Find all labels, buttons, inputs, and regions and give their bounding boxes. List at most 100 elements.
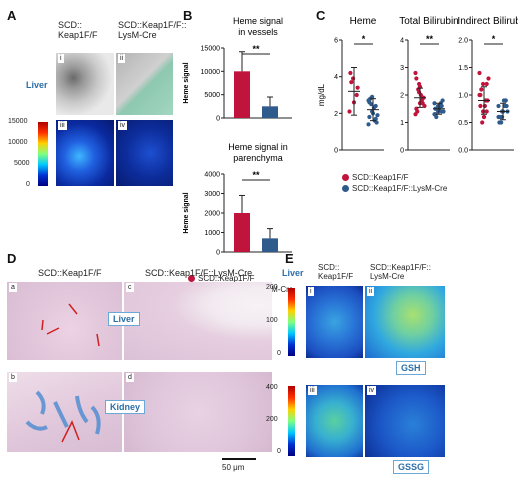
panel-c-point-1-wt — [414, 76, 419, 81]
panel-b-ylabel-0: Heme signal — [183, 62, 190, 103]
panel-c-point-2-cre — [503, 98, 508, 103]
panel-a-tile-ii: ii — [116, 53, 173, 115]
panel-c-sig-1: ** — [426, 34, 434, 44]
panel-e-cb1-tick-0: 200 — [266, 284, 278, 291]
panel-b-ytick-label-1: 0 — [216, 250, 220, 257]
panel-b-title-0: Heme signal — [233, 16, 283, 26]
panel-b-title-1: Heme signal in — [228, 142, 288, 152]
panel-c-point-2-cre — [497, 114, 502, 120]
panel-label-a: A — [7, 8, 17, 23]
panel-c-point-2-wt — [477, 70, 482, 76]
panel-b-ylabel-1: Heme signal — [183, 192, 190, 233]
panel-c-ytick-label-1: 2 — [400, 93, 404, 100]
panel-c-point-2-cre — [502, 103, 507, 109]
panel-e-cb2-tick-1: 200 — [266, 416, 278, 423]
panel-c-point-1-wt — [413, 70, 418, 76]
panel-c-point-2-wt — [481, 109, 486, 114]
panel-e-tile-i-label: i — [308, 287, 314, 296]
panel-c-point-1-cre — [439, 109, 444, 114]
panel-d-tile-b: b — [7, 372, 122, 452]
panel-b-bar-0-0 — [234, 71, 250, 118]
panel-c-title-1: Total Bilirubin — [399, 16, 458, 27]
panel-b-ytick-label-0: 15000 — [201, 46, 221, 53]
panel-c-point-2-wt — [478, 103, 483, 109]
panel-b-ytick-label-0: 0 — [216, 116, 220, 123]
panel-a-cb-tick-1: 10000 — [8, 139, 28, 146]
panel-c-point-2-wt — [477, 92, 482, 98]
panel-c-point-2-wt — [484, 109, 489, 114]
panel-c-point-2-wt — [484, 81, 489, 87]
panel-b-title-1: parenchyma — [233, 153, 283, 163]
panel-c-ytick-label-0: 6 — [334, 38, 338, 45]
panel-e-tile-i: i — [306, 286, 363, 358]
panel-c-point-0-cre — [367, 114, 372, 120]
panel-b-ytick-label-1: 3000 — [204, 191, 220, 198]
panel-c-point-2-cre — [496, 103, 501, 109]
panel-c-point-0-wt — [354, 92, 359, 98]
legend-dot-wt — [342, 174, 349, 181]
panel-c-ytick-label-0: 0 — [334, 148, 338, 155]
panel-a-cb-tick-0: 15000 — [8, 118, 28, 125]
panel-c-ytick-label-1: 3 — [400, 65, 404, 72]
panel-b-legend-wt: SCD::Keap1F/F — [188, 273, 293, 284]
panel-c-ytick-label-2: 1.0 — [458, 93, 468, 100]
panel-c-legend-wt: SCD::Keap1F/F — [342, 172, 447, 183]
scale-bar-label: 50 μm — [222, 463, 245, 472]
panel-c-point-0-cre — [373, 103, 378, 109]
panel-a-cb-tick-3: 0 — [26, 181, 30, 188]
panel-c-point-2-wt — [479, 87, 484, 92]
panel-c-point-0-wt — [351, 76, 356, 81]
panel-label-b: B — [183, 8, 193, 23]
panel-c-ytick-label-2: 2.0 — [458, 38, 468, 45]
panel-d-tile-a-label: a — [9, 283, 17, 292]
panel-c-point-0-cre — [369, 102, 374, 107]
panel-c-ytick-label-0: 2 — [334, 111, 338, 118]
panel-c-point-1-cre — [432, 101, 437, 106]
panel-a-tile-iii-label: iii — [58, 121, 67, 130]
panel-e-liver-label: Liver — [282, 268, 304, 278]
panel-b-title-0: in vessels — [238, 27, 278, 37]
panel-c-legend: SCD::Keap1F/F SCD::Keap1F/F::LysM-Cre — [342, 172, 447, 194]
panel-c-ytick-label-2: 1.5 — [458, 65, 468, 72]
panel-label-d: D — [7, 251, 17, 266]
panel-e-colorbar-2 — [288, 386, 295, 456]
panel-label-c: C — [316, 8, 326, 23]
panel-c-ytick-label-1: 1 — [400, 120, 404, 127]
panel-e-cb1-tick-1: 100 — [266, 317, 278, 324]
panel-e-cb1-tick-2: 0 — [277, 350, 281, 357]
panel-a-tile-i: i — [56, 53, 114, 115]
panel-c-legend-cre: SCD::Keap1F/F::LysM-Cre — [342, 183, 447, 194]
panel-c-point-0-wt — [347, 109, 352, 114]
panel-label-e: E — [285, 251, 294, 266]
panel-b-ytick-label-1: 4000 — [204, 172, 220, 179]
panel-b-bar-1-0 — [234, 213, 250, 252]
panel-e-cb2-tick-2: 0 — [277, 448, 281, 455]
panel-c-ytick-label-1: 4 — [400, 38, 404, 45]
panel-a-group1-label: SCD:: Keap1F/F — [58, 20, 98, 40]
panel-e-tile-ii: ii — [365, 286, 445, 358]
panel-c-point-0-wt — [348, 70, 353, 76]
panel-c-sig-2: * — [492, 34, 496, 44]
panel-d-tile-d: d — [124, 372, 272, 452]
panel-c-legend-cre-text: SCD::Keap1F/F::LysM-Cre — [352, 184, 448, 193]
panel-d-kidney-label: Kidney — [105, 400, 146, 414]
panel-a-tile-iii: iii — [56, 120, 114, 186]
panel-c-legend-wt-text: SCD::Keap1F/F — [352, 173, 409, 182]
panel-d-tile-c-label: c — [126, 283, 134, 292]
panel-a-liver-label: Liver — [26, 80, 48, 90]
panel-c-point-2-cre — [499, 120, 504, 125]
panel-c-point-2-wt — [481, 114, 487, 120]
scale-bar — [222, 458, 256, 460]
panel-c-ytick-label-0: 4 — [334, 74, 338, 81]
panel-b-ytick-label-1: 2000 — [204, 211, 220, 218]
panel-c-ytick-label-2: 0.0 — [458, 148, 468, 155]
panel-d-tile-b-label: b — [9, 373, 17, 382]
panel-a-tile-i-label: i — [58, 54, 64, 63]
panel-a-cb-tick-2: 5000 — [14, 160, 30, 167]
panel-b-sig-0: ** — [252, 44, 260, 54]
panel-d-col2-label: SCD::Keap1F/F::LysM-Cre — [145, 268, 253, 278]
panel-e-col1-label: SCD:: Keap1F/F — [318, 263, 354, 281]
panel-a-tile-ii-label: ii — [118, 54, 126, 63]
panel-e-colorbar-1 — [288, 288, 295, 356]
